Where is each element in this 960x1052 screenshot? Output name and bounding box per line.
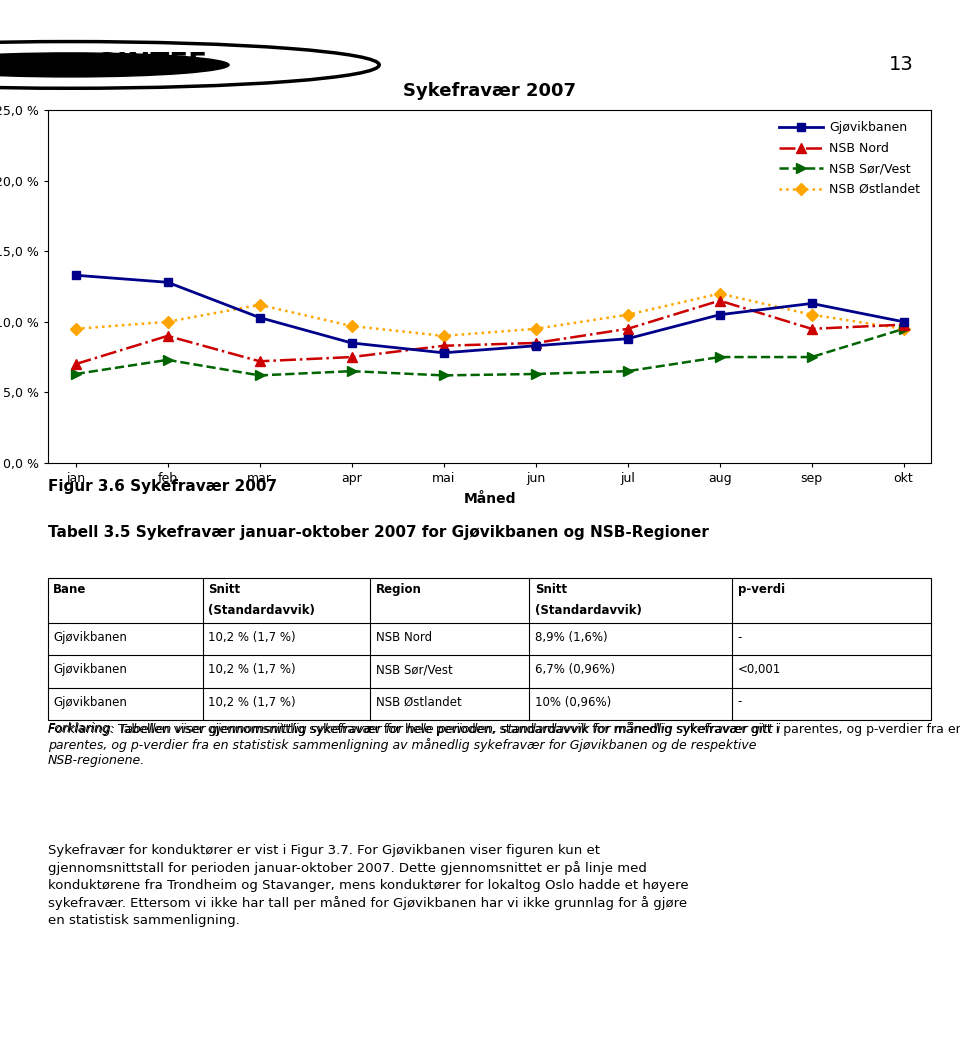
Text: Region: Region [375, 584, 421, 596]
Text: Sykefravær for konduktører er vist i Figur 3.7. For Gjøvikbanen viser figuren ku: Sykefravær for konduktører er vist i Fig… [48, 844, 688, 927]
Text: Gjøvikbanen: Gjøvikbanen [54, 631, 127, 645]
Text: NSB Sør/Vest: NSB Sør/Vest [375, 664, 452, 676]
Text: Forklaring:: Forklaring: [48, 722, 115, 734]
NSB Østlandet [346, 320, 357, 332]
Text: -: - [738, 695, 742, 708]
Gjøvikbanen [805, 297, 817, 309]
X-axis label: Måned: Måned [464, 492, 516, 506]
Text: 10% (0,96%): 10% (0,96%) [535, 695, 611, 708]
Line: NSB Sør/Vest: NSB Sør/Vest [71, 324, 908, 380]
Gjøvikbanen [530, 340, 541, 352]
Line: NSB Østlandet: NSB Østlandet [71, 289, 908, 340]
Gjøvikbanen [253, 311, 265, 324]
Gjøvikbanen [70, 269, 82, 282]
Text: 8,9% (1,6%): 8,9% (1,6%) [535, 631, 608, 645]
NSB Sør/Vest [530, 367, 541, 380]
NSB Østlandet [805, 308, 817, 321]
NSB Sør/Vest [805, 350, 817, 363]
Text: Snitt: Snitt [535, 584, 566, 596]
Bar [48, 578, 931, 720]
Text: NSB Nord: NSB Nord [375, 631, 432, 645]
NSB Sør/Vest [253, 369, 265, 382]
Text: 6,7% (0,96%): 6,7% (0,96%) [535, 664, 614, 676]
Line: NSB Nord: NSB Nord [71, 296, 908, 369]
Text: Snitt: Snitt [208, 584, 240, 596]
Text: SINTEF: SINTEF [97, 50, 206, 79]
Text: Gjøvikbanen: Gjøvikbanen [54, 664, 127, 676]
Title: Sykefravær 2007: Sykefravær 2007 [403, 82, 576, 100]
Line: Gjøvikbanen: Gjøvikbanen [71, 271, 908, 357]
NSB Østlandet [898, 323, 909, 336]
Gjøvikbanen [622, 332, 634, 345]
Text: p-verdi: p-verdi [738, 584, 785, 596]
NSB Nord [253, 355, 265, 367]
Text: Forklaring: Tabellen viser gjennomsnittlig sykefravær for hele perioden, standar: Forklaring: Tabellen viser gjennomsnittl… [48, 722, 780, 767]
NSB Sør/Vest [346, 365, 357, 378]
NSB Sør/Vest [162, 353, 174, 366]
Text: -: - [738, 631, 742, 645]
Text: NSB Østlandet: NSB Østlandet [375, 695, 462, 708]
NSB Østlandet [162, 316, 174, 328]
NSB Nord [805, 323, 817, 336]
NSB Østlandet [438, 329, 449, 342]
Text: Gjøvikbanen: Gjøvikbanen [54, 695, 127, 708]
Gjøvikbanen [162, 276, 174, 288]
Gjøvikbanen [714, 308, 726, 321]
Text: 10,2 % (1,7 %): 10,2 % (1,7 %) [208, 631, 296, 645]
NSB Nord [898, 319, 909, 331]
Gjøvikbanen [898, 316, 909, 328]
NSB Østlandet [70, 323, 82, 336]
NSB Nord [714, 295, 726, 307]
NSB Nord [622, 323, 634, 336]
Text: 10,2 % (1,7 %): 10,2 % (1,7 %) [208, 664, 296, 676]
Text: 13: 13 [889, 56, 914, 75]
Text: (Standardavvik): (Standardavvik) [208, 604, 315, 618]
Text: Figur 3.6 Sykefravær 2007: Figur 3.6 Sykefravær 2007 [48, 480, 277, 494]
NSB Sør/Vest [714, 350, 726, 363]
Text: 10,2 % (1,7 %): 10,2 % (1,7 %) [208, 695, 296, 708]
NSB Sør/Vest [438, 369, 449, 382]
NSB Nord [438, 340, 449, 352]
Text: <0,001: <0,001 [738, 664, 781, 676]
Text: (Standardavvik): (Standardavvik) [535, 604, 641, 618]
NSB Sør/Vest [898, 323, 909, 336]
NSB Østlandet [530, 323, 541, 336]
Gjøvikbanen [346, 337, 357, 349]
NSB Sør/Vest [70, 367, 82, 380]
NSB Nord [530, 337, 541, 349]
Circle shape [0, 53, 229, 77]
NSB Sør/Vest [622, 365, 634, 378]
Gjøvikbanen [438, 346, 449, 359]
Text: Tabell 3.5 Sykefravær januar-oktober 2007 for Gjøvikbanen og NSB-Regioner: Tabell 3.5 Sykefravær januar-oktober 200… [48, 525, 708, 540]
NSB Østlandet [714, 287, 726, 300]
NSB Nord [162, 329, 174, 342]
NSB Østlandet [253, 299, 265, 311]
Text: Tabellen viser gjennomsnittlig sykefravær for hele perioden, standardavvik for m: Tabellen viser gjennomsnittlig sykefravæ… [114, 722, 960, 735]
NSB Østlandet [622, 308, 634, 321]
NSB Nord [346, 350, 357, 363]
Legend: Gjøvikbanen, NSB Nord, NSB Sør/Vest, NSB Østlandet: Gjøvikbanen, NSB Nord, NSB Sør/Vest, NSB… [774, 117, 924, 201]
Text: Bane: Bane [54, 584, 86, 596]
NSB Nord [70, 358, 82, 370]
